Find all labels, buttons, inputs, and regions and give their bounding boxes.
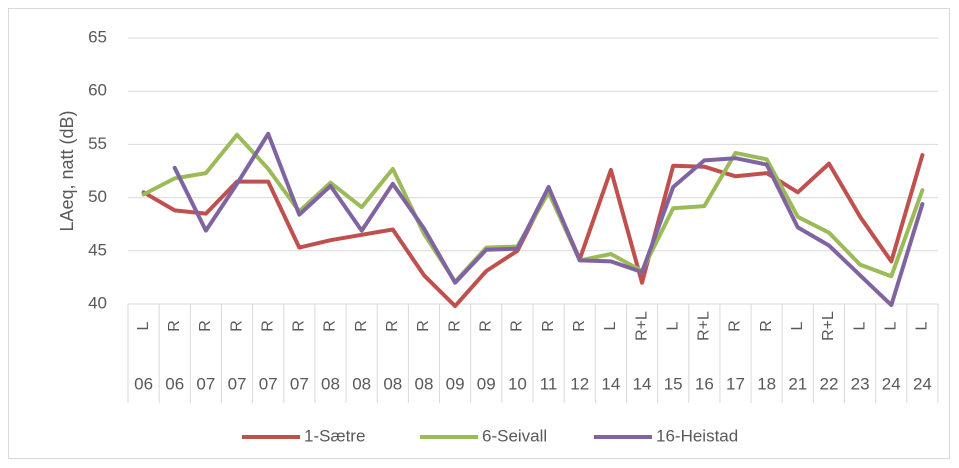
x-category-label: 07 <box>228 374 247 393</box>
y-axis-title: LAeq, natt (dB) <box>57 110 77 231</box>
x-category-label: 14 <box>633 374 652 393</box>
x-subcategory-label: R <box>291 320 308 332</box>
legend-label: 16-Heistad <box>656 426 738 445</box>
x-subcategory-label: L <box>602 321 619 330</box>
x-subcategory-label: L <box>914 321 931 330</box>
x-category-label: 23 <box>851 374 870 393</box>
x-category-label: 21 <box>788 374 807 393</box>
x-category-label: 18 <box>757 374 776 393</box>
x-category-label: 12 <box>570 374 589 393</box>
x-category-label: 22 <box>820 374 839 393</box>
x-subcategory-label: R <box>758 320 775 332</box>
x-category-label: 11 <box>540 374 558 393</box>
x-subcategory-label: R <box>384 320 401 332</box>
x-subcategory-label: R <box>353 320 370 332</box>
x-subcategory-label: L <box>789 321 806 330</box>
x-subcategory-label: R <box>259 320 276 332</box>
x-subcategory-label: L <box>851 321 868 330</box>
x-subcategory-label: R <box>166 320 183 332</box>
y-tick-label: 50 <box>88 187 107 206</box>
x-category-label: 17 <box>726 374 745 393</box>
x-category-label: 06 <box>165 374 184 393</box>
x-subcategory-label: L <box>135 321 152 330</box>
x-category-label: 09 <box>477 374 496 393</box>
x-category-label: 10 <box>508 374 527 393</box>
series-line <box>172 131 925 308</box>
legend-label: 6-Seivall <box>482 426 547 445</box>
x-subcategory-label: R <box>477 320 494 332</box>
x-subcategory-label: R+L <box>696 311 713 341</box>
x-subcategory-label: L <box>882 321 899 330</box>
y-tick-label: 40 <box>88 293 107 312</box>
x-subcategory-label: L <box>664 321 681 330</box>
x-category-label: 08 <box>352 374 371 393</box>
chart-frame <box>8 8 950 459</box>
x-category-label: 08 <box>415 374 434 393</box>
x-category-label: 14 <box>601 374 620 393</box>
x-subcategory-label: R+L <box>633 311 650 341</box>
x-category-label: 07 <box>290 374 309 393</box>
x-category-label: 09 <box>446 374 465 393</box>
x-subcategory-label: R <box>228 320 245 332</box>
x-category-label: 15 <box>664 374 683 393</box>
y-tick-label: 65 <box>88 27 107 46</box>
x-subcategory-label: R <box>571 320 588 332</box>
x-subcategory-label: R <box>509 320 526 332</box>
x-category-label: 06 <box>134 374 153 393</box>
x-subcategory-label: R <box>415 320 432 332</box>
y-tick-label: 45 <box>88 240 107 259</box>
x-category-label: 24 <box>882 374 901 393</box>
x-subcategory-label: R <box>727 320 744 332</box>
x-category-label: 24 <box>913 374 932 393</box>
x-subcategory-label: R <box>540 320 557 332</box>
x-category-label: 07 <box>196 374 215 393</box>
x-subcategory-label: R <box>197 320 214 332</box>
legend-label: 1-Sætre <box>304 426 365 445</box>
x-category-label: 08 <box>321 374 340 393</box>
x-category-label: 16 <box>695 374 714 393</box>
x-subcategory-label: R+L <box>820 311 837 341</box>
x-subcategory-label: R <box>322 320 339 332</box>
y-tick-label: 55 <box>88 134 107 153</box>
y-tick-label: 60 <box>88 81 107 100</box>
x-subcategory-label: R <box>446 320 463 332</box>
x-category-label: 08 <box>383 374 402 393</box>
x-category-label: 07 <box>259 374 278 393</box>
